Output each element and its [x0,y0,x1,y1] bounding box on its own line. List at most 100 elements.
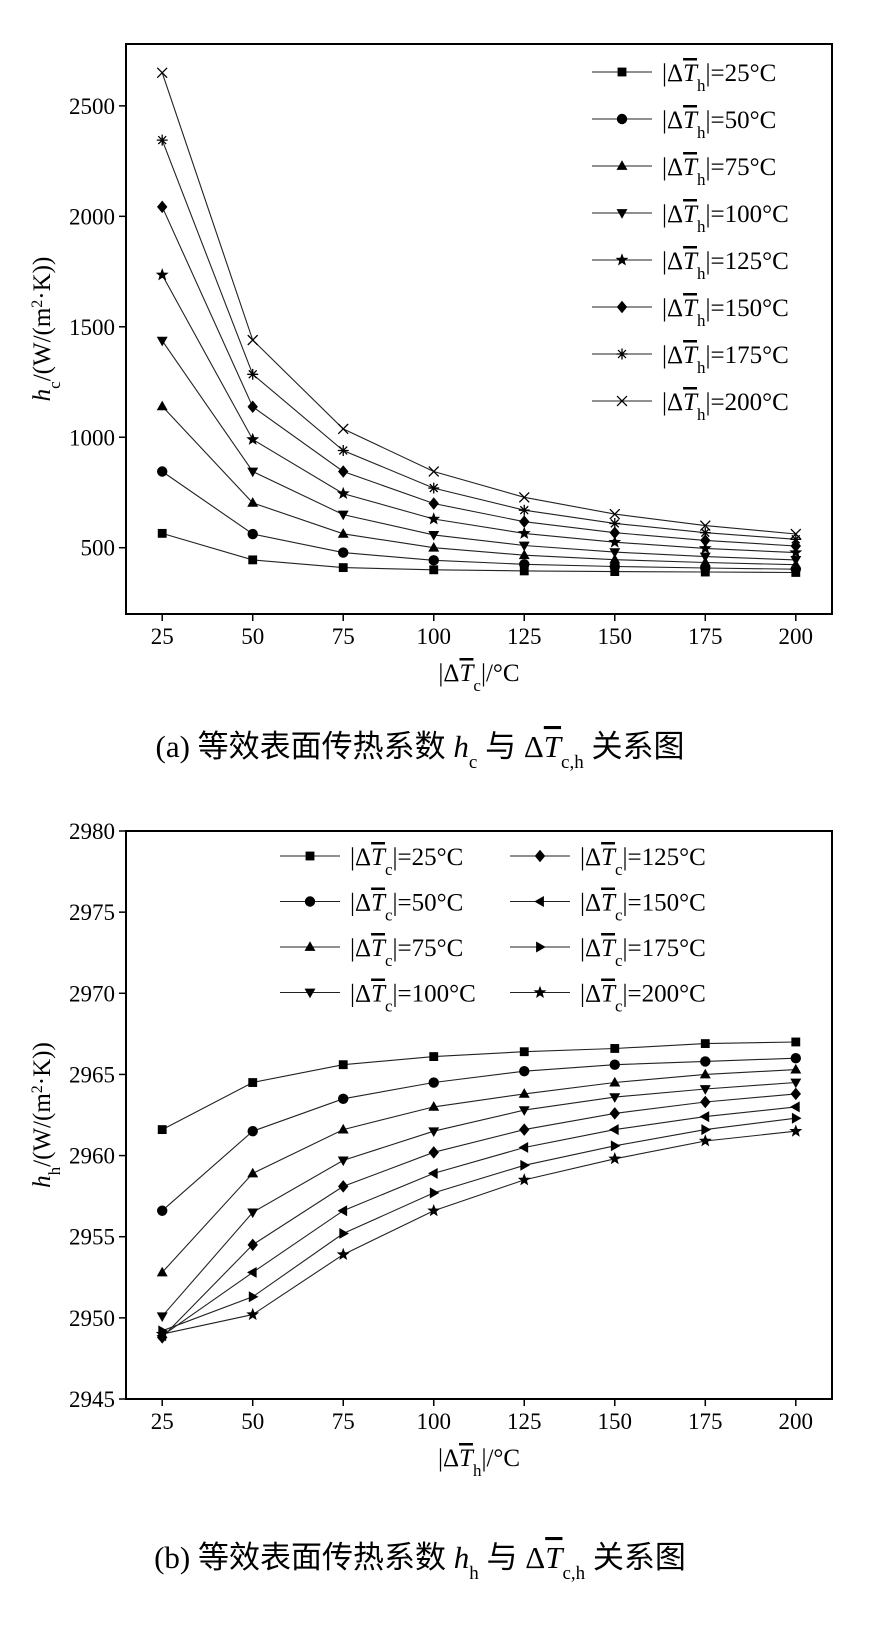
series-line [161,1057,796,1212]
series-line [161,1081,796,1317]
legend-item: |ΔTh|=175°C [592,342,789,377]
data-point [609,1076,621,1087]
data-point [247,400,258,414]
data-point [609,508,621,520]
legend-label: |ΔTh|=175°C [662,342,789,377]
data-point [157,1125,167,1135]
data-point [609,517,621,529]
legend-label: |ΔTc|=150°C [580,890,706,925]
data-point [156,1312,168,1322]
legend-item: |ΔTh|=25°C [592,60,776,95]
data-point [518,549,530,560]
legend-marker [615,253,629,266]
legend-label: |ΔTc|=100°C [350,981,476,1016]
data-point [428,555,439,566]
legend-item: |ΔTc|=100°C [280,981,476,1016]
data-point [247,1238,258,1252]
data-point [698,1134,712,1147]
data-point [790,1063,802,1074]
data-point [338,1060,348,1070]
data-point [247,1126,258,1137]
data-point [156,134,168,146]
y-tick-label: 1500 [69,315,115,340]
data-point [428,1146,439,1159]
data-point [336,1247,350,1261]
data-point [518,1141,529,1153]
legend-label: |ΔTc|=175°C [580,935,706,970]
x-tick-label: 175 [688,624,723,649]
legend-item: |ΔTh|=75°C [592,154,776,189]
legend-marker [304,941,316,951]
legend-marker [534,896,544,907]
data-point [610,1044,620,1053]
data-point [156,336,168,347]
data-point [337,1156,349,1167]
series-25°C [157,1037,801,1135]
data-point [248,1078,258,1087]
data-point [156,400,168,411]
data-point [157,466,168,477]
series-line [161,274,796,554]
data-point [428,482,440,494]
legend-marker [536,941,546,953]
data-point [157,200,168,214]
legend-item: |ΔTc|=50°C [280,890,463,924]
caption-b: (b) 等效表面传热系数 hh 与 ΔTc,h 关系图 [154,1540,686,1584]
data-point [428,1127,440,1137]
series-100°C [156,1078,802,1322]
data-point [156,1266,168,1277]
data-point [700,534,711,547]
series-line [162,532,796,574]
legend-label: |ΔTh|=100°C [662,201,789,236]
data-point [337,445,349,456]
data-point [609,526,620,539]
x-tick-label: 75 [332,624,355,649]
data-point [609,1093,621,1103]
data-point [337,528,349,538]
data-point [157,1205,168,1216]
x-tick-label: 200 [779,1409,814,1434]
data-point [790,555,802,566]
data-point [790,1078,802,1089]
data-point [608,1152,622,1165]
x-tick-label: 50 [241,624,264,649]
y-tick-label: 500 [81,536,116,561]
legend-item: |ΔTh|=100°C [592,201,789,236]
data-point [609,1124,619,1136]
legend-marker [616,160,628,170]
legend-marker [617,67,627,77]
series-line [161,72,796,535]
legend-marker [304,896,316,907]
data-point [699,1085,711,1095]
x-tick-label: 25 [151,1409,174,1434]
data-point [518,541,530,552]
data-point [428,542,440,552]
data-point [519,515,530,528]
data-point [246,1266,257,1278]
data-point [247,1208,259,1219]
y-tick-label: 1000 [69,425,115,450]
data-point [791,1112,802,1124]
x-tick-label: 75 [332,1409,355,1434]
data-point [519,1123,530,1136]
x-tick-label: 100 [416,1409,451,1434]
data-point [519,566,529,576]
legend-item: |ΔTh|=125°C [592,248,789,283]
legend-marker [533,985,547,998]
data-point [336,486,350,500]
data-point [337,423,349,435]
series-line [162,1130,796,1335]
data-point [790,1053,801,1064]
data-point [789,1124,803,1137]
data-point [248,555,258,565]
legend-label: |ΔTc|=75°C [350,935,463,970]
data-point [518,1088,530,1098]
data-point [790,1087,801,1101]
data-point [247,368,259,380]
series-75°C [156,400,802,569]
data-point [156,67,168,79]
chart-b: 25 50 75 100 125 150 175 200 2945 2950 2955 2960 296… [29,819,833,1480]
data-point [519,559,530,570]
data-point [428,531,440,541]
